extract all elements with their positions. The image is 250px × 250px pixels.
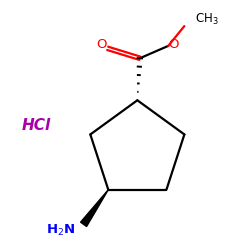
Text: CH$_3$: CH$_3$	[195, 12, 218, 28]
Text: HCl: HCl	[22, 118, 50, 132]
Polygon shape	[80, 190, 108, 226]
Text: H$_2$N: H$_2$N	[46, 223, 75, 238]
Text: O: O	[96, 38, 107, 51]
Text: O: O	[168, 38, 179, 51]
